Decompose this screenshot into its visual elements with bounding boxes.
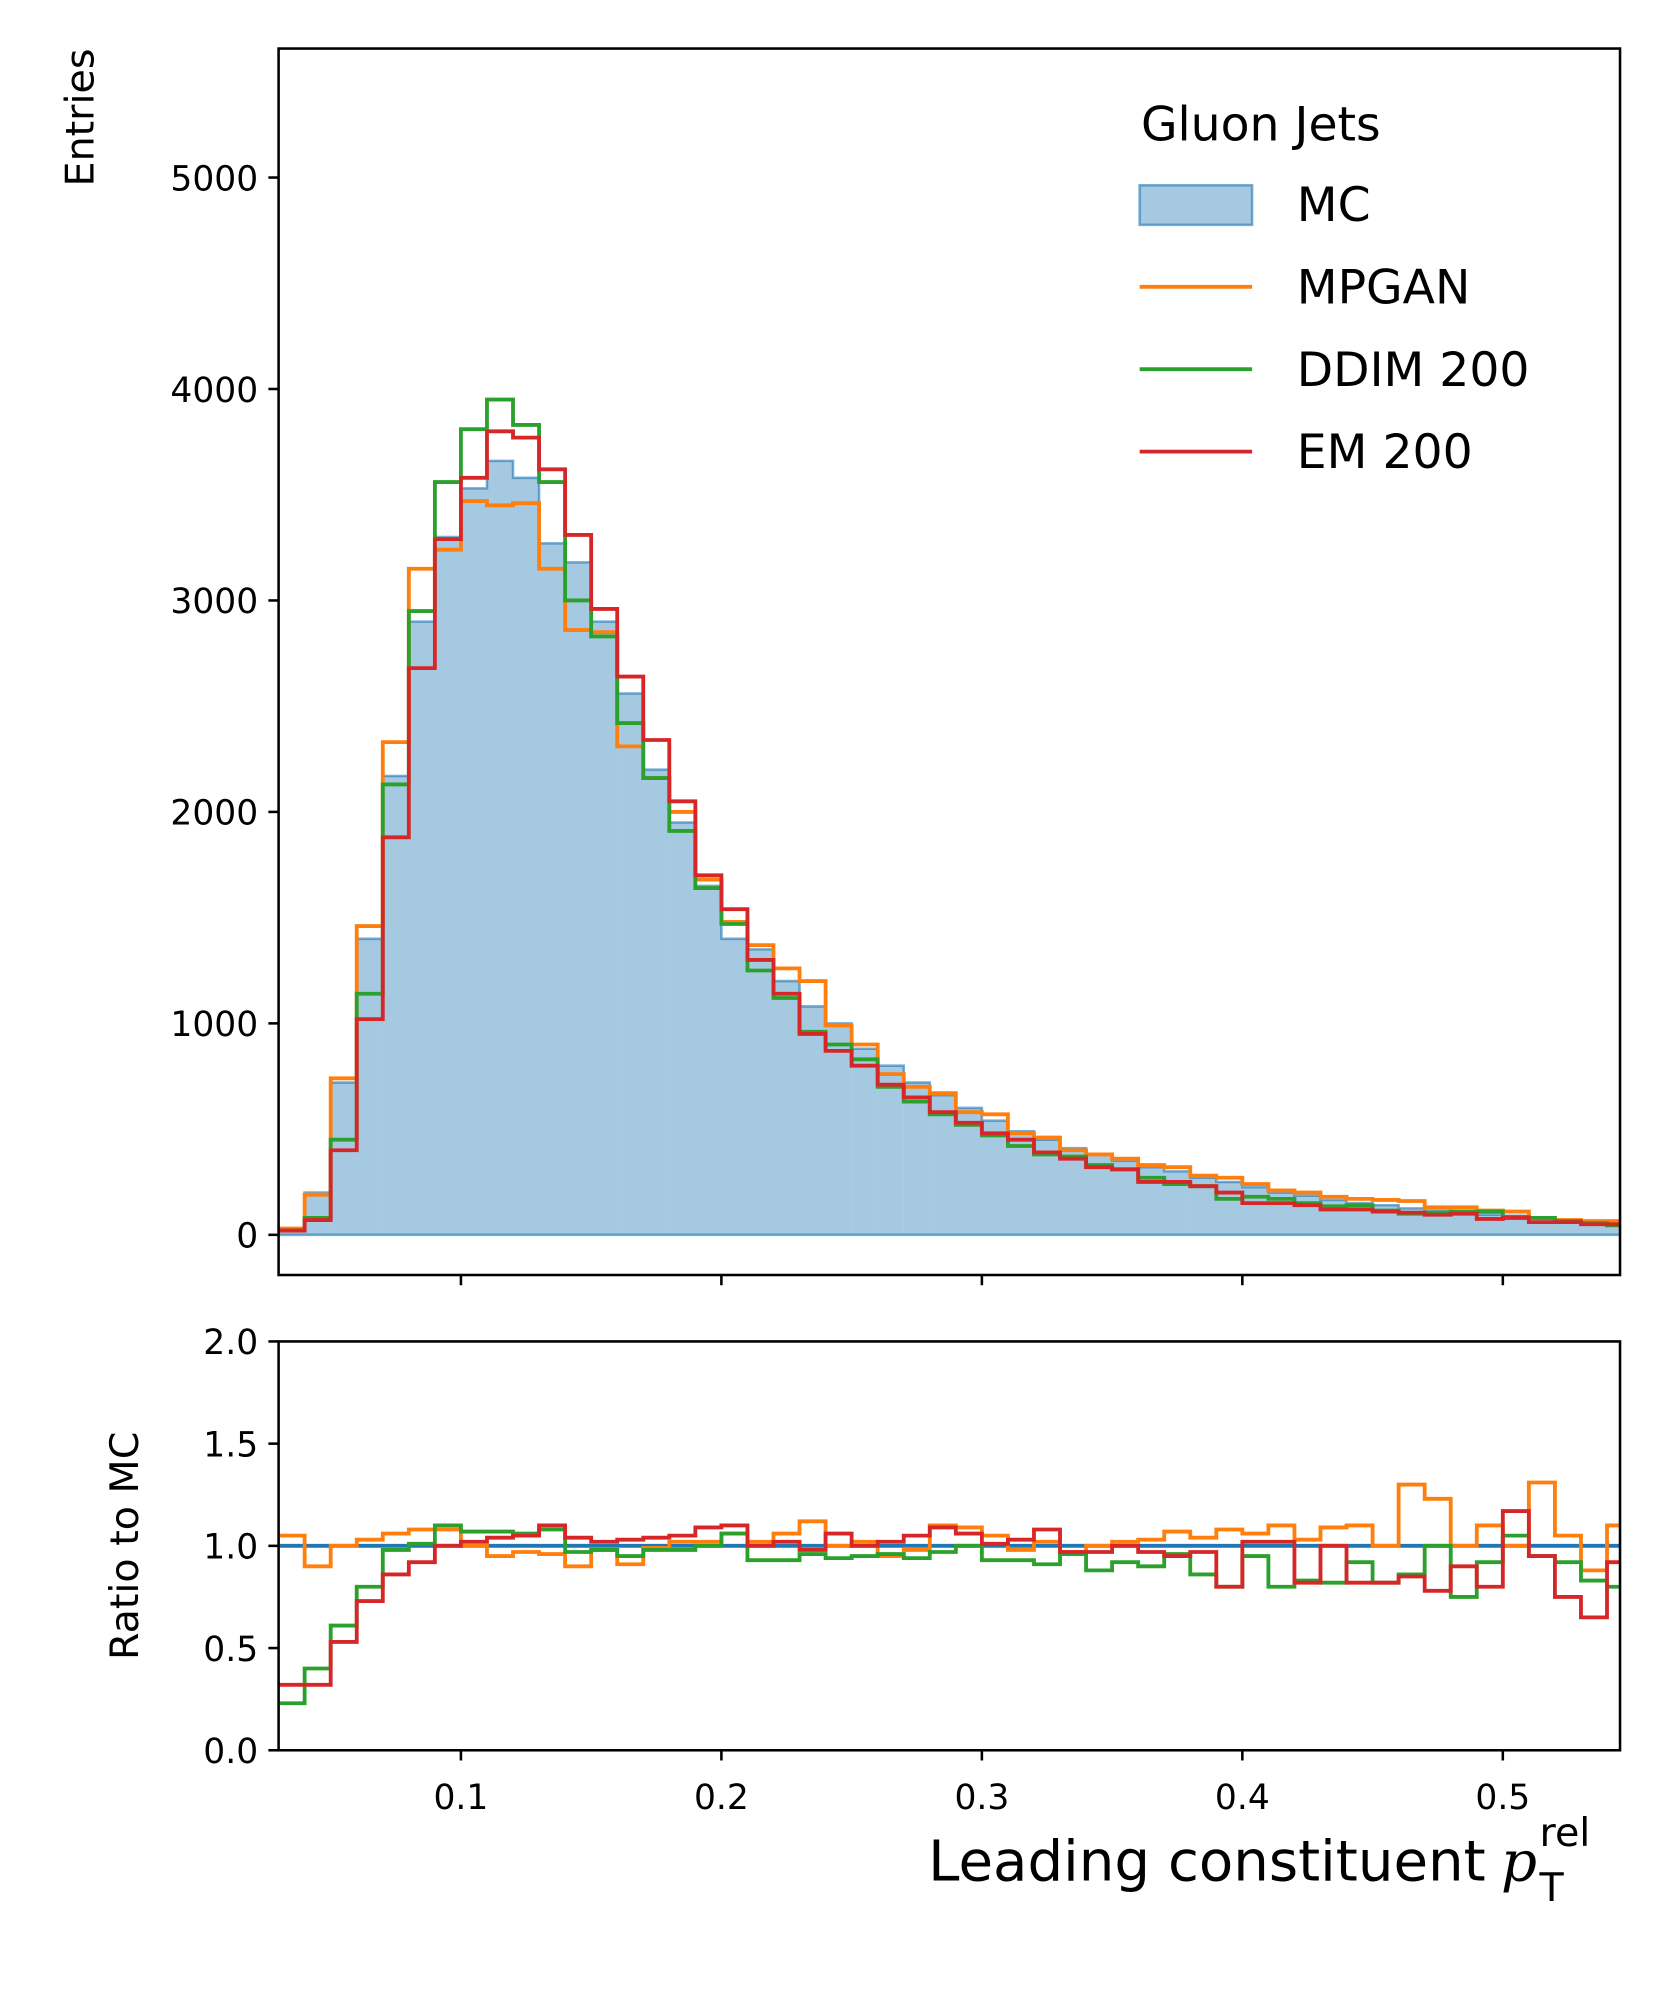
x-tick-label: 0.2 <box>694 1778 749 1818</box>
y-tick-label: 0 <box>236 1217 258 1257</box>
y-tick-label: 1.0 <box>203 1528 258 1568</box>
step-line <box>278 499 1621 1231</box>
hist-bar <box>408 621 435 1235</box>
y-tick-label: 0.5 <box>203 1630 258 1670</box>
x-label-sub: T <box>1539 1865 1565 1911</box>
y-axis-label: Entries <box>57 49 103 187</box>
hist-bar <box>513 477 540 1235</box>
hist-bar <box>1112 1160 1139 1235</box>
legend-swatch <box>1138 183 1254 227</box>
plot-area <box>278 1480 1621 1706</box>
hist-bar <box>747 949 774 1235</box>
hist-bar <box>851 1048 878 1235</box>
hist-bar <box>486 460 514 1235</box>
x-tick-label: 0.4 <box>1215 1778 1270 1818</box>
hist-bar <box>460 488 487 1235</box>
y-tick-label: 2000 <box>170 794 258 834</box>
hist-bar <box>669 822 696 1235</box>
hist-bar <box>773 981 800 1235</box>
legend-label: EM 200 <box>1297 425 1473 480</box>
y-tick-label: 5000 <box>170 159 258 199</box>
x-tick-label: 0.5 <box>1475 1778 1530 1818</box>
hist-bar <box>617 693 644 1235</box>
x-axis-label-text: Leading constituent p <box>928 1830 1537 1895</box>
y-tick-label: 3000 <box>170 582 258 622</box>
x-tick-label: 0.1 <box>434 1778 489 1818</box>
step-line <box>278 429 1621 1233</box>
y-tick-label: 0.0 <box>203 1732 258 1772</box>
hist-bar <box>825 1023 852 1235</box>
hist-bar <box>591 621 618 1235</box>
y-tick-label: 1.5 <box>203 1425 258 1465</box>
legend-label: MPGAN <box>1297 260 1471 315</box>
hist-bar <box>1242 1187 1269 1235</box>
hist-bar <box>721 938 748 1235</box>
hist-bar <box>330 1082 357 1235</box>
y-tick-label: 1000 <box>170 1005 258 1045</box>
step-line <box>278 1523 1621 1706</box>
hist-bar <box>1450 1212 1477 1235</box>
legend-label: DDIM 200 <box>1297 343 1530 398</box>
legend-label: MC <box>1297 178 1371 233</box>
hist-bar <box>1060 1148 1087 1235</box>
x-axis-label: Leading constituent p T rel <box>928 1810 1590 1911</box>
y-axis-label: Ratio to MC <box>102 1432 148 1660</box>
hist-bar <box>877 1065 904 1235</box>
hist-bar <box>434 537 461 1235</box>
hist-bar <box>356 938 383 1235</box>
legend: Gluon Jets MC MPGAN DDIM 200 EM 200 <box>1138 98 1530 480</box>
hist-bar <box>929 1095 956 1235</box>
hist-bar <box>643 769 670 1235</box>
plot-area <box>278 397 1621 1237</box>
hist-bar <box>799 1006 826 1235</box>
axes-frame <box>277 47 1622 1277</box>
hist-bar <box>382 775 409 1235</box>
x-label-var: p <box>1501 1830 1537 1895</box>
x-tick-label: 0.3 <box>954 1778 1009 1818</box>
hist-bar <box>565 562 592 1235</box>
hist-bar <box>903 1082 930 1235</box>
y-tick-label: 2.0 <box>203 1323 258 1363</box>
hist-bar <box>695 885 722 1235</box>
hist-bar <box>1216 1181 1243 1235</box>
hist-bar <box>539 543 566 1235</box>
legend-title: Gluon Jets <box>1141 98 1381 153</box>
panel: 0.0 0.5 1.0 1.5 2.0 0.1 0.2 0.3 0.4 0.5 <box>203 1323 1622 1818</box>
x-label-main: Leading constituent <box>928 1830 1486 1895</box>
hist-bar <box>981 1120 1008 1235</box>
hist-bar <box>1502 1215 1529 1235</box>
y-tick-label: 4000 <box>170 371 258 411</box>
step-line <box>278 1480 1621 1573</box>
x-label-sup: rel <box>1540 1810 1591 1856</box>
hist-bar <box>1007 1131 1034 1235</box>
hist-bar <box>955 1107 982 1235</box>
step-line <box>278 1509 1621 1687</box>
hist-bar <box>304 1192 331 1235</box>
panel: 0 1000 2000 3000 4000 5000 Gluon Jets MC MPGAN DD… <box>170 47 1622 1286</box>
